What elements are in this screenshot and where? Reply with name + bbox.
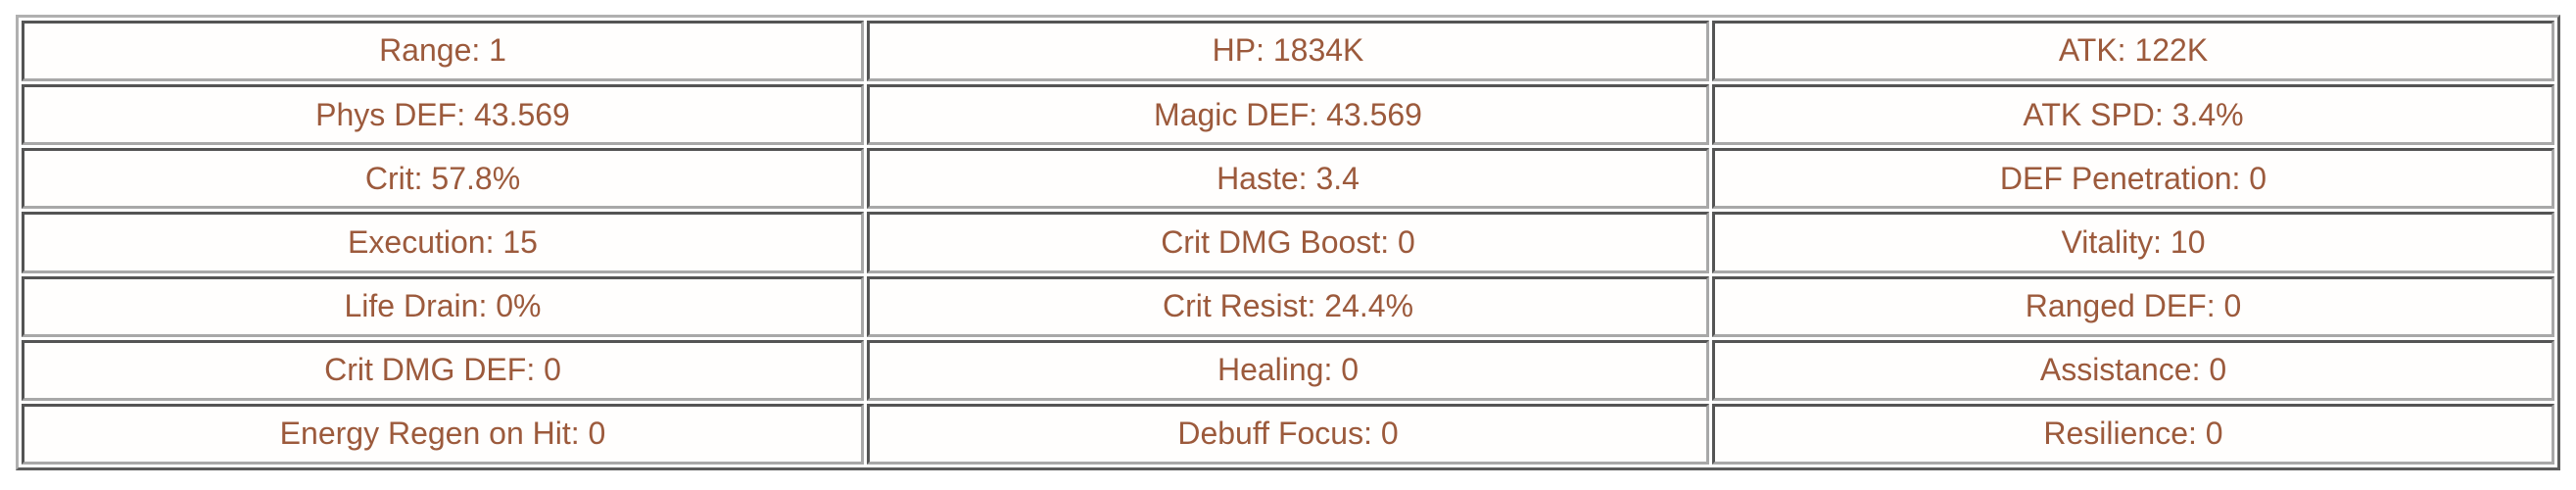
stat-cell-debuff-focus: Debuff Focus: 0: [867, 403, 1709, 465]
table-row: Crit: 57.8% Haste: 3.4 DEF Penetration: …: [22, 148, 2554, 210]
stat-cell-vitality: Vitality: 10: [1712, 212, 2554, 273]
table-row: Execution: 15 Crit DMG Boost: 0 Vitality…: [22, 212, 2554, 273]
stat-cell-crit: Crit: 57.8%: [22, 148, 864, 210]
stat-cell-life-drain: Life Drain: 0%: [22, 275, 864, 337]
table-row: Phys DEF: 43.569 Magic DEF: 43.569 ATK S…: [22, 84, 2554, 146]
table-row: Crit DMG DEF: 0 Healing: 0 Assistance: 0: [22, 339, 2554, 401]
stats-table: Range: 1 HP: 1834K ATK: 122K Phys DEF: 4…: [16, 15, 2560, 470]
stat-cell-hp: HP: 1834K: [867, 21, 1709, 82]
stat-cell-crit-dmg-boost: Crit DMG Boost: 0: [867, 212, 1709, 273]
stat-cell-atk-spd: ATK SPD: 3.4%: [1712, 84, 2554, 146]
stat-cell-assistance: Assistance: 0: [1712, 339, 2554, 401]
stat-cell-healing: Healing: 0: [867, 339, 1709, 401]
stat-cell-crit-dmg-def: Crit DMG DEF: 0: [22, 339, 864, 401]
table-row: Range: 1 HP: 1834K ATK: 122K: [22, 21, 2554, 82]
stat-cell-ranged-def: Ranged DEF: 0: [1712, 275, 2554, 337]
stat-cell-atk: ATK: 122K: [1712, 21, 2554, 82]
stat-cell-haste: Haste: 3.4: [867, 148, 1709, 210]
stat-cell-phys-def: Phys DEF: 43.569: [22, 84, 864, 146]
stat-cell-magic-def: Magic DEF: 43.569: [867, 84, 1709, 146]
table-row: Life Drain: 0% Crit Resist: 24.4% Ranged…: [22, 275, 2554, 337]
table-row: Energy Regen on Hit: 0 Debuff Focus: 0 R…: [22, 403, 2554, 465]
stat-cell-energy-regen-on-hit: Energy Regen on Hit: 0: [22, 403, 864, 465]
stat-cell-def-penetration: DEF Penetration: 0: [1712, 148, 2554, 210]
stat-cell-resilience: Resilience: 0: [1712, 403, 2554, 465]
stat-cell-range: Range: 1: [22, 21, 864, 82]
stat-cell-execution: Execution: 15: [22, 212, 864, 273]
stat-cell-crit-resist: Crit Resist: 24.4%: [867, 275, 1709, 337]
